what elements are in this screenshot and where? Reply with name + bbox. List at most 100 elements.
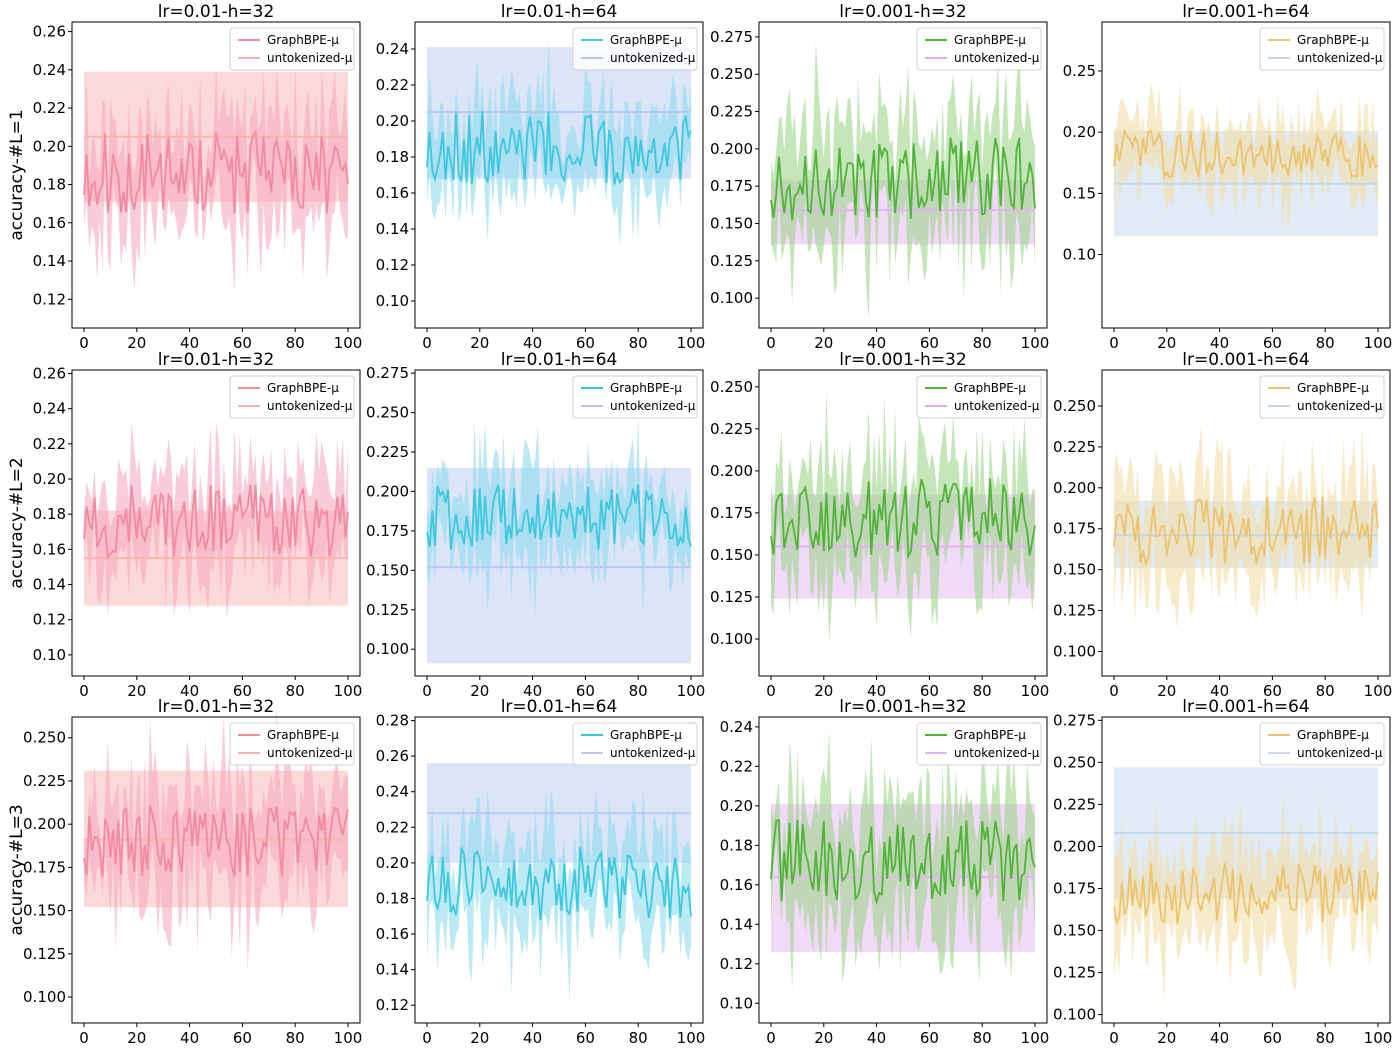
- y-tick-label: 0.150: [366, 561, 409, 579]
- x-tick-label: 0: [79, 1029, 89, 1047]
- x-tick-label: 60: [576, 334, 595, 352]
- y-tick-label: 0.24: [33, 400, 66, 418]
- x-tick-label: 20: [127, 682, 146, 700]
- x-tick-label: 100: [334, 334, 363, 352]
- y-tick-label: 0.18: [33, 505, 66, 523]
- legend-box: [916, 375, 1042, 419]
- y-tick-label: 0.10: [720, 994, 753, 1012]
- graphbpe-mean-line: [426, 484, 692, 550]
- x-tick-label: 40: [867, 682, 886, 700]
- y-tick-label: 0.225: [1053, 795, 1096, 813]
- y-tick-label: 0.125: [1053, 602, 1096, 620]
- subplot-title: lr=0.01-h=32: [158, 2, 275, 22]
- graphbpe-band: [427, 412, 691, 620]
- x-tick-label: 40: [180, 682, 199, 700]
- y-tick-label: 0.175: [1053, 879, 1096, 897]
- x-tick-label: 40: [523, 682, 542, 700]
- x-tick-label: 20: [470, 334, 489, 352]
- subplot-title: lr=0.01-h=64: [501, 697, 618, 717]
- x-tick-label: 40: [867, 334, 886, 352]
- legend-box: [229, 27, 355, 71]
- x-tick-label: 80: [629, 682, 648, 700]
- graphbpe-band: [427, 37, 691, 247]
- x-tick-label: 40: [523, 1029, 542, 1047]
- x-tick-label: 80: [629, 334, 648, 352]
- y-tick-label: 0.14: [720, 915, 753, 933]
- y-tick-label: 0.100: [710, 630, 753, 648]
- x-tick-label: 40: [180, 334, 199, 352]
- y-tick-label: 0.16: [376, 925, 409, 943]
- x-tick-label: 80: [1316, 1029, 1335, 1047]
- y-tick-label: 0.175: [1053, 520, 1096, 538]
- x-tick-label: 100: [1021, 334, 1050, 352]
- graphbpe-mean-line: [1113, 127, 1379, 180]
- y-tick-label: 0.14: [376, 961, 409, 979]
- y-tick-label: 0.20: [376, 854, 409, 872]
- y-tick-label: 0.12: [376, 256, 409, 274]
- row-label: accuracy-#L=3: [7, 804, 27, 935]
- legend-label: untokenized-μ: [1297, 51, 1383, 65]
- y-tick-label: 0.26: [376, 747, 409, 765]
- y-tick-label: 0.150: [23, 902, 66, 920]
- y-tick-label: 0.275: [710, 28, 753, 46]
- x-tick-label: 20: [1157, 682, 1176, 700]
- y-tick-label: 0.200: [1053, 837, 1096, 855]
- subplot: 0 20 40 60 80 100 0.100 0.125 0.150 0.175 0.200 0.2…: [1053, 350, 1392, 700]
- legend-label: GraphBPE-μ: [267, 728, 339, 742]
- y-tick-label: 0.175: [23, 858, 66, 876]
- y-tick-label: 0.10: [33, 646, 66, 664]
- y-tick-label: 0.275: [1053, 711, 1096, 729]
- x-tick-label: 100: [1364, 1029, 1393, 1047]
- x-tick-label: 80: [286, 682, 305, 700]
- y-tick-label: 0.25: [1063, 62, 1096, 80]
- y-tick-label: 0.14: [33, 576, 66, 594]
- x-tick-label: 100: [334, 682, 363, 700]
- subplot-title: lr=0.01-h=32: [158, 350, 275, 370]
- axes-frame: [414, 716, 704, 1024]
- x-tick-label: 0: [1109, 682, 1119, 700]
- x-tick-label: 100: [1364, 682, 1393, 700]
- y-tick-label: 0.225: [366, 443, 409, 461]
- legend-box: [572, 722, 698, 766]
- subplot: 0 20 40 60 80 100 0.12 0.14 0.16 0.18 0.20 0.22 0.24…: [33, 2, 363, 352]
- y-tick-label: 0.24: [33, 61, 66, 79]
- y-tick-label: 0.22: [376, 76, 409, 94]
- graphbpe-band: [771, 729, 1035, 992]
- x-tick-label: 60: [1263, 334, 1282, 352]
- x-tick-label: 40: [1210, 1029, 1229, 1047]
- y-tick-label: 0.26: [33, 23, 66, 41]
- legend-label: GraphBPE-μ: [267, 381, 339, 395]
- y-tick-label: 0.125: [366, 601, 409, 619]
- axes-frame: [1101, 21, 1391, 329]
- y-tick-label: 0.250: [23, 729, 66, 747]
- legend-label: GraphBPE-μ: [954, 381, 1026, 395]
- axes-frame: [758, 716, 1048, 1024]
- graphbpe-band: [1114, 422, 1378, 631]
- y-tick-label: 0.16: [376, 184, 409, 202]
- x-tick-label: 80: [286, 1029, 305, 1047]
- subplot: 0 20 40 60 80 100 0.10 0.12 0.14 0.16 0.18 0.20 0.22…: [720, 697, 1050, 1047]
- y-tick-label: 0.20: [33, 137, 66, 155]
- legend-box: [572, 375, 698, 419]
- axes-frame: [1101, 716, 1391, 1024]
- x-tick-label: 0: [766, 334, 776, 352]
- x-tick-label: 0: [422, 682, 432, 700]
- graphbpe-mean-line: [770, 137, 1036, 221]
- y-tick-label: 0.15: [1063, 184, 1096, 202]
- legend-box: [1259, 375, 1385, 419]
- legend-label: GraphBPE-μ: [1297, 728, 1369, 742]
- axes-frame: [71, 716, 361, 1024]
- y-tick-label: 0.22: [376, 818, 409, 836]
- x-tick-label: 20: [814, 1029, 833, 1047]
- y-tick-label: 0.20: [33, 470, 66, 488]
- subplot-title: lr=0.001-h=64: [1182, 2, 1309, 22]
- subplot: 0 20 40 60 80 100 0.10 0.15 0.20 0.25 lr=0.001-h=6…: [1063, 2, 1393, 352]
- x-tick-label: 0: [422, 1029, 432, 1047]
- x-tick-label: 40: [1210, 682, 1229, 700]
- legend-box: [1259, 722, 1385, 766]
- y-tick-label: 0.100: [366, 640, 409, 658]
- graphbpe-band: [427, 786, 691, 1003]
- y-tick-label: 0.250: [710, 65, 753, 83]
- y-tick-label: 0.250: [710, 378, 753, 396]
- axes-frame: [71, 21, 361, 329]
